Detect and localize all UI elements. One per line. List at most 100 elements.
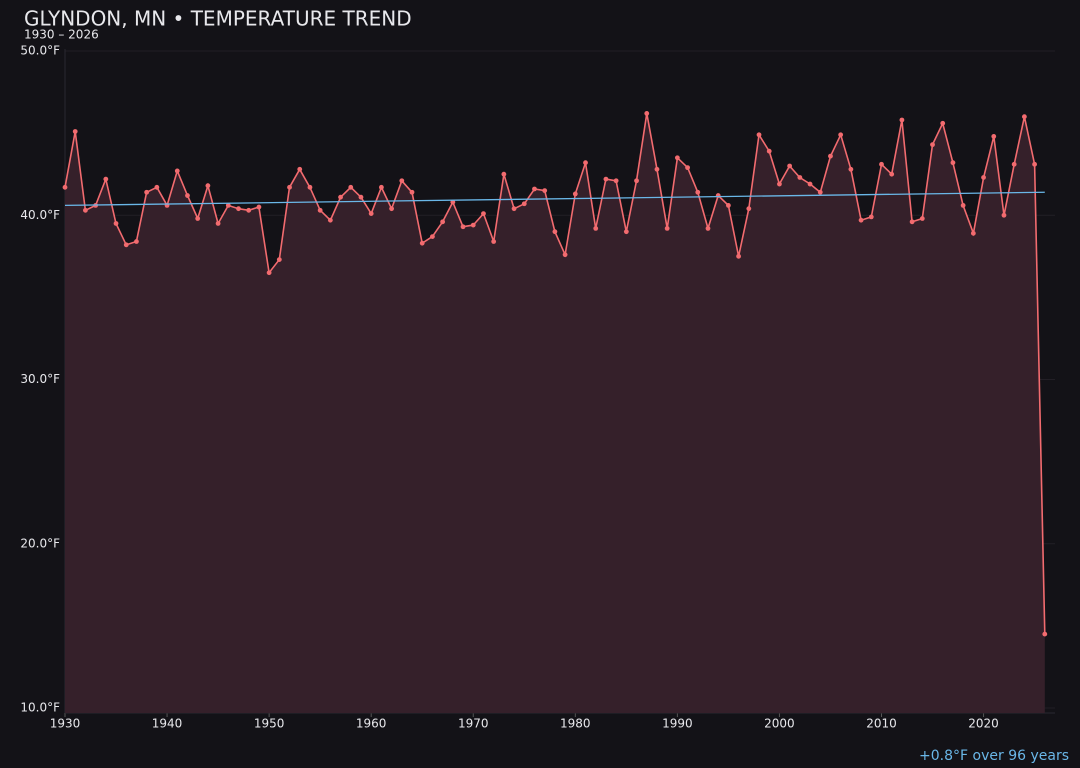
point [960, 202, 966, 208]
point [215, 221, 221, 226]
point [542, 188, 548, 194]
point [266, 270, 272, 276]
point [225, 202, 231, 208]
point [981, 175, 986, 180]
point [134, 239, 139, 244]
point [532, 186, 537, 192]
x-tick-label: 1990 [662, 717, 693, 731]
point [103, 176, 109, 182]
area [65, 113, 1045, 713]
point [797, 175, 803, 180]
point [450, 199, 456, 205]
x-tick-label: 2020 [968, 717, 999, 731]
point [287, 184, 292, 190]
point [889, 171, 895, 177]
point [623, 229, 629, 235]
point [511, 206, 517, 212]
x-tick-label: 1980 [560, 717, 591, 731]
point [899, 117, 905, 123]
point [83, 207, 88, 213]
point [817, 189, 823, 195]
point [787, 163, 793, 169]
point [930, 142, 935, 148]
y-tick-label: 10.0°F [20, 701, 60, 715]
point [378, 184, 384, 190]
y-tick-label: 50.0°F [20, 44, 60, 58]
x-tick-label: 1970 [458, 717, 489, 731]
point [674, 155, 680, 161]
chart-subtitle: 1930 – 2026 [24, 28, 99, 42]
point [185, 193, 190, 198]
point [430, 234, 435, 240]
point [307, 184, 313, 190]
point [440, 219, 446, 225]
point [348, 184, 354, 190]
point [848, 166, 854, 172]
point [62, 184, 68, 190]
point [726, 202, 731, 208]
point [1021, 114, 1027, 120]
point [613, 178, 619, 184]
x-tick-label: 2000 [764, 717, 795, 731]
point [1042, 631, 1048, 637]
point [858, 217, 864, 223]
point [583, 160, 588, 166]
point [205, 183, 211, 189]
point [950, 160, 956, 166]
point [991, 134, 997, 139]
point [501, 171, 507, 177]
point [246, 207, 252, 213]
point [144, 189, 150, 195]
x-tick-label: 1940 [152, 717, 183, 731]
point [766, 148, 772, 154]
point [970, 230, 976, 236]
point [879, 161, 884, 167]
trend-line [64, 191, 1045, 207]
point [777, 181, 782, 187]
point [593, 225, 599, 231]
point [236, 206, 241, 212]
point [695, 189, 701, 195]
point [868, 214, 874, 220]
point [634, 178, 639, 184]
point [654, 166, 660, 172]
point [297, 166, 303, 172]
point [909, 219, 915, 225]
x-tick-label: 1960 [356, 717, 387, 731]
trend-annotation: +0.8°F over 96 years [919, 748, 1069, 764]
point [664, 225, 670, 231]
point [470, 222, 476, 228]
point [317, 207, 323, 213]
point [338, 194, 343, 200]
point [276, 257, 282, 262]
point [572, 191, 578, 197]
point [327, 217, 333, 223]
point [746, 206, 752, 212]
x-tick-label: 1950 [254, 717, 285, 731]
point [154, 184, 160, 190]
point [123, 242, 129, 248]
point [603, 176, 609, 182]
point [399, 178, 405, 184]
point [419, 240, 425, 246]
y-tick-label: 30.0°F [20, 372, 60, 386]
point [256, 204, 262, 210]
point [389, 206, 394, 212]
point [491, 239, 497, 244]
point [174, 168, 180, 174]
point [1011, 161, 1017, 167]
point [828, 153, 833, 159]
point [644, 111, 650, 116]
point [940, 120, 946, 126]
point [358, 194, 364, 200]
point [562, 252, 568, 258]
point [368, 211, 374, 217]
point [919, 216, 925, 221]
y-tick-label: 20.0°F [20, 536, 60, 550]
point [113, 221, 119, 226]
point [756, 132, 762, 138]
point [72, 129, 78, 134]
point [807, 181, 813, 187]
point [552, 229, 558, 235]
